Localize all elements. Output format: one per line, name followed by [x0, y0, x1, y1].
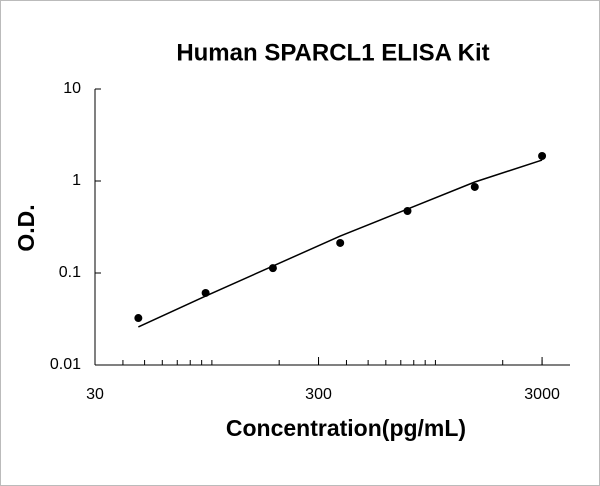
y-tick-label: 0.01 [50, 356, 81, 373]
data-point [470, 182, 479, 191]
data-point [134, 314, 143, 323]
y-tick-label: 10 [63, 80, 81, 97]
data-point [538, 151, 547, 160]
chart-title: Human SPARCL1 ELISA Kit [176, 39, 489, 66]
y-tick-label: 0.1 [59, 264, 81, 281]
x-axis-label: Concentration(pg/mL) [226, 415, 466, 441]
data-point [268, 264, 277, 273]
x-tick-label: 300 [305, 386, 332, 403]
fit-line [138, 159, 543, 328]
x-tick-label: 30 [86, 386, 104, 403]
x-tick-label: 3000 [524, 386, 560, 403]
data-point [336, 238, 345, 247]
y-axis-label: O.D. [13, 204, 39, 251]
y-tick-label: 1 [72, 172, 81, 189]
